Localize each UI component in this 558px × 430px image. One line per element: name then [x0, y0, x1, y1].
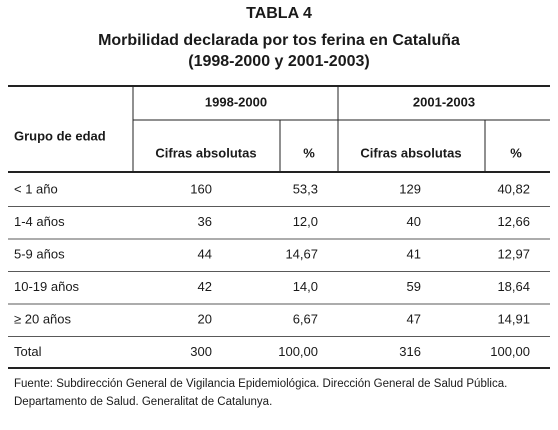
column-header: % — [303, 145, 315, 160]
cell: 42 — [198, 279, 212, 294]
group-header: 1998-2000 — [205, 94, 267, 109]
row-header: Grupo de edad — [14, 128, 106, 143]
cell: 47 — [407, 311, 421, 326]
row-label: Total — [14, 344, 42, 359]
row-label: ≥ 20 años — [14, 311, 72, 326]
cell: 12,97 — [497, 246, 530, 261]
cell: 40 — [407, 214, 421, 229]
row-label: 5-9 años — [14, 246, 65, 261]
cell: 14,67 — [285, 246, 318, 261]
subtitle: Morbilidad declarada por tos ferina en C… — [98, 32, 460, 49]
row-label: < 1 año — [14, 181, 58, 196]
subtitle: (1998-2000 y 2001-2003) — [188, 53, 369, 70]
cell: 44 — [198, 246, 212, 261]
cell: 53,3 — [293, 181, 318, 196]
title: TABLA 4 — [246, 5, 312, 22]
cell: 160 — [190, 181, 212, 196]
cell: 36 — [198, 214, 212, 229]
cell: 300 — [190, 344, 212, 359]
row-label: 1-4 años — [14, 214, 65, 229]
cell: 18,64 — [497, 279, 530, 294]
cell: 100,00 — [278, 344, 318, 359]
footnote: Departamento de Salud. Generalitat de Ca… — [14, 396, 272, 408]
cell: 129 — [399, 181, 421, 196]
column-header: Cifras absolutas — [155, 145, 256, 160]
cell: 20 — [198, 311, 212, 326]
cell: 40,82 — [497, 181, 530, 196]
cell: 41 — [407, 246, 421, 261]
row-label: 10-19 años — [14, 279, 80, 294]
cell: 6,67 — [293, 311, 318, 326]
cell: 12,0 — [293, 214, 318, 229]
footnote: Fuente: Subdirección General de Vigilanc… — [14, 378, 507, 390]
group-header: 2001-2003 — [413, 94, 475, 109]
column-header: % — [510, 145, 522, 160]
column-header: Cifras absolutas — [360, 145, 461, 160]
cell: 59 — [407, 279, 421, 294]
cell: 14,91 — [497, 311, 530, 326]
cell: 100,00 — [490, 344, 530, 359]
cell: 316 — [399, 344, 421, 359]
cell: 14,0 — [293, 279, 318, 294]
cell: 12,66 — [497, 214, 530, 229]
